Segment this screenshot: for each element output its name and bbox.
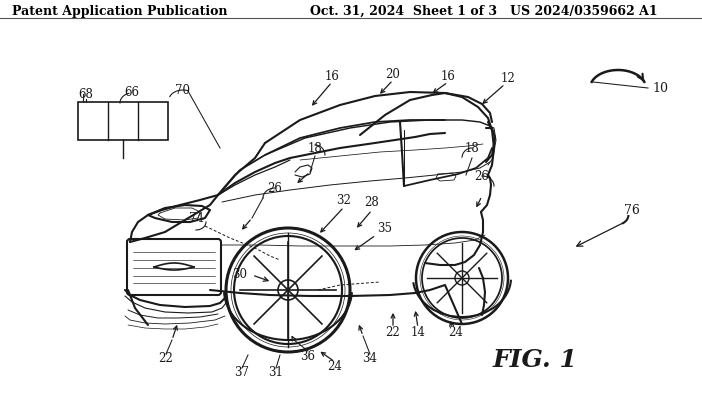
Text: 30: 30 [232,269,248,282]
Text: 12: 12 [501,73,515,85]
Text: 18: 18 [465,142,479,154]
Text: FIG. 1: FIG. 1 [493,348,578,372]
Text: 18: 18 [307,142,322,154]
Text: 76: 76 [624,203,640,217]
Text: 36: 36 [300,350,315,363]
Text: US 2024/0359662 A1: US 2024/0359662 A1 [510,4,658,18]
Text: 28: 28 [364,196,379,209]
Text: 16: 16 [324,69,340,83]
Text: Oct. 31, 2024  Sheet 1 of 3: Oct. 31, 2024 Sheet 1 of 3 [310,4,497,18]
Text: 22: 22 [159,352,173,365]
Text: 70: 70 [176,85,190,97]
Text: 24: 24 [328,359,343,373]
Text: 20: 20 [385,67,400,81]
Text: Patent Application Publication: Patent Application Publication [12,4,227,18]
Text: 66: 66 [124,85,140,99]
Text: 34: 34 [362,352,378,365]
Text: 24: 24 [449,326,463,338]
Text: 16: 16 [441,69,456,83]
Text: 37: 37 [234,365,249,379]
Bar [78,102,168,140]
Text: 14: 14 [411,326,425,338]
Text: 10: 10 [652,81,668,95]
Text: 22: 22 [385,326,400,338]
Text: 68: 68 [79,89,93,101]
Text: 32: 32 [336,194,352,207]
Text: 26: 26 [475,170,489,182]
Text: 74: 74 [189,211,204,225]
Text: 26: 26 [267,182,282,194]
Text: 35: 35 [378,221,392,235]
Text: 31: 31 [269,365,284,379]
